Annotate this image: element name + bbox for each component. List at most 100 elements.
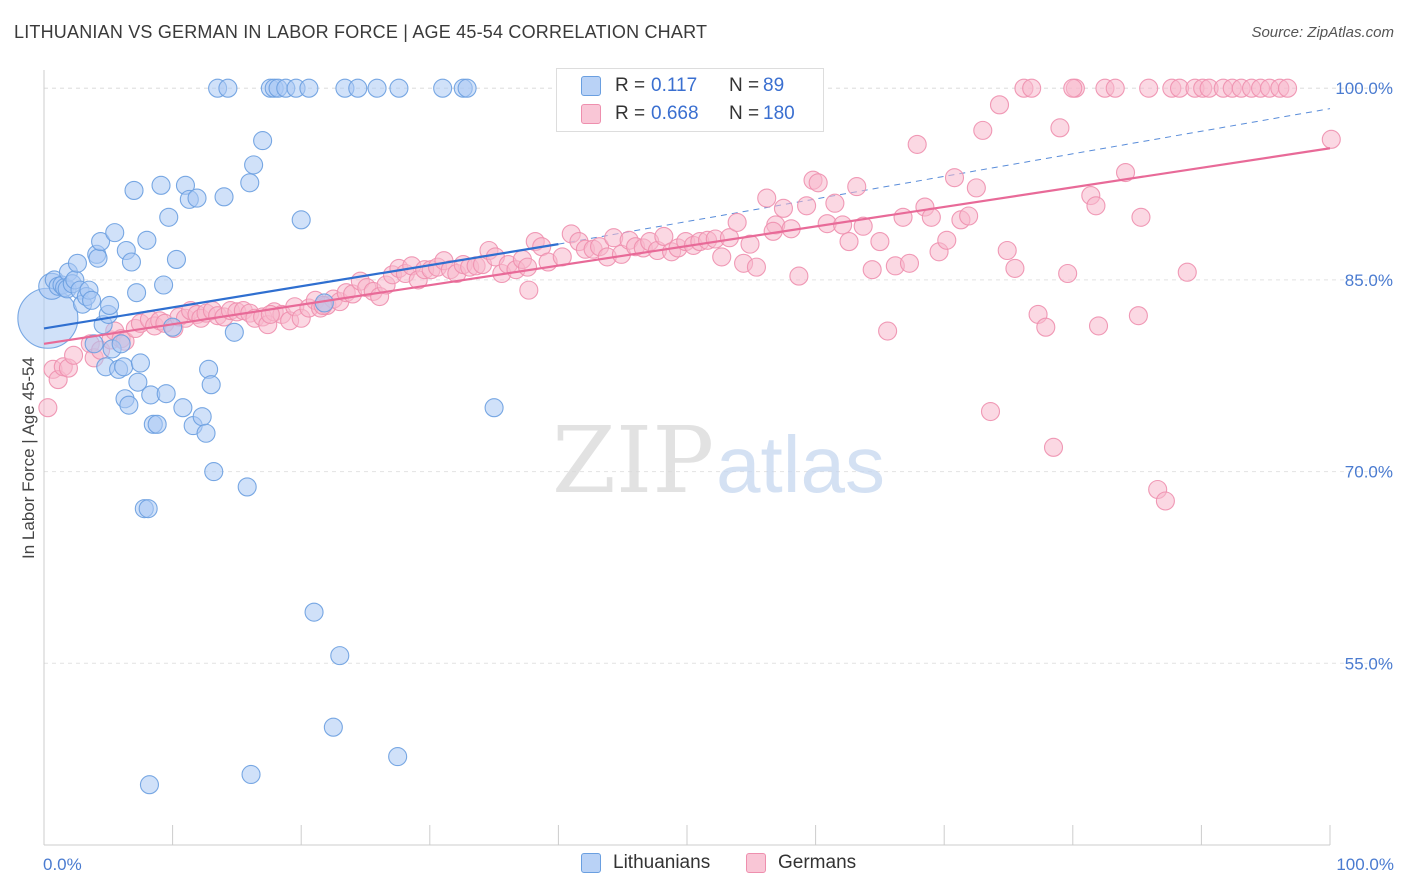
- axes: [43, 70, 1331, 846]
- lithuanian-point: [484, 398, 504, 418]
- watermark-zip: ZIP: [552, 407, 714, 514]
- lithuanian-point: [105, 223, 125, 243]
- lithuanian-trend-line: [43, 243, 559, 330]
- german-point: [944, 168, 965, 188]
- german-point: [899, 253, 920, 273]
- legend-label-lithuanians: Lithuanians: [613, 852, 711, 873]
- german-point: [847, 177, 867, 197]
- lithuanian-point: [130, 353, 150, 373]
- lithuanian-point: [253, 131, 273, 151]
- german-point: [1128, 306, 1148, 326]
- lithuanian-point: [147, 414, 167, 434]
- german-point: [773, 198, 794, 218]
- german-point: [1088, 316, 1109, 336]
- german-point: [64, 345, 84, 365]
- legend-r-label: R =: [615, 75, 646, 96]
- legend-row-germans: R = 0.668 N = 180: [581, 101, 795, 127]
- lithuanian-point: [389, 78, 409, 98]
- lithuanian-point: [159, 207, 179, 227]
- german-point: [1105, 78, 1125, 98]
- german-point: [862, 260, 882, 280]
- lithuanian-point: [124, 180, 144, 200]
- german-point: [878, 321, 898, 341]
- lithuanian-point: [151, 175, 171, 195]
- german-point: [1278, 78, 1298, 98]
- german-point: [966, 178, 986, 198]
- german-point: [1131, 207, 1151, 227]
- lithuanian-point: [457, 78, 477, 98]
- german-point: [1321, 129, 1341, 149]
- lithuanian-point: [224, 322, 244, 342]
- y-tick-label: 70.0%: [1345, 463, 1393, 482]
- watermark: ZIP atlas: [552, 407, 885, 514]
- german-point: [517, 257, 538, 277]
- legend-n-label: N =: [729, 103, 760, 124]
- lithuanian-point: [196, 423, 216, 443]
- german-point: [980, 401, 1001, 422]
- german-point: [1005, 258, 1025, 278]
- german-point: [1022, 78, 1042, 98]
- legend-swatch-germans: [581, 104, 601, 124]
- lithuanian-point: [240, 173, 260, 193]
- lithuanian-point: [237, 477, 257, 497]
- legend-item-germans[interactable]: Germans: [746, 852, 856, 874]
- lithuanian-point: [156, 384, 176, 404]
- trend-lines-dashed: [558, 108, 1331, 245]
- lithuanian-point: [173, 398, 193, 418]
- x-tick-label-min: 0.0%: [43, 855, 82, 874]
- german-point: [825, 193, 845, 213]
- lithuanian-point: [218, 78, 238, 98]
- lithuanian-points: [17, 78, 504, 795]
- lithuanian-point: [128, 372, 148, 392]
- lithuanian-point: [67, 253, 87, 273]
- legend-r-value: 0.117: [651, 75, 698, 96]
- lithuanian-point: [241, 764, 261, 785]
- german-point: [907, 134, 927, 154]
- german-point: [1086, 196, 1106, 216]
- lithuanian-point: [111, 334, 131, 354]
- german-point: [1043, 437, 1064, 457]
- german-point: [712, 247, 732, 267]
- y-tick-label: 100.0%: [1335, 79, 1393, 98]
- lithuanian-point: [88, 248, 108, 268]
- german-point: [746, 257, 766, 277]
- german-point: [1177, 262, 1197, 282]
- lithuanian-point: [323, 717, 343, 737]
- lithuanian-point: [154, 275, 174, 295]
- german-point: [740, 234, 760, 254]
- german-point: [937, 230, 957, 250]
- y-axis-label: In Labor Force | Age 45-54: [19, 357, 38, 559]
- y-tick-label: 85.0%: [1345, 271, 1393, 290]
- lithuanian-point: [192, 407, 212, 427]
- lithuanian-point: [163, 317, 183, 337]
- lithuanian-point: [299, 78, 319, 98]
- legend-n-label: N =: [729, 75, 760, 96]
- x-tick-label-max: 100.0%: [1336, 855, 1394, 874]
- lithuanian-point: [291, 210, 311, 230]
- german-point: [870, 232, 890, 252]
- german-point: [839, 232, 859, 252]
- german-point: [1036, 317, 1056, 337]
- lithuanian-point: [121, 252, 141, 272]
- german-point: [38, 398, 58, 418]
- german-point: [1050, 118, 1070, 138]
- german-point: [989, 95, 1010, 115]
- lithuanian-point: [91, 232, 111, 252]
- german-point: [893, 207, 913, 227]
- legend-n-value: 180: [763, 103, 795, 124]
- legend-item-lithuanians[interactable]: Lithuanians: [581, 852, 710, 874]
- lithuanian-point: [214, 187, 234, 207]
- lithuanian-point: [201, 375, 221, 395]
- lithuanian-point: [204, 462, 224, 482]
- german-point: [921, 207, 941, 227]
- lithuanian-point: [330, 646, 350, 666]
- lithuanian-point: [127, 283, 147, 303]
- chart-title: LITHUANIAN VS GERMAN IN LABOR FORCE | AG…: [14, 22, 708, 42]
- lithuanian-point: [119, 395, 139, 415]
- german-point: [853, 216, 873, 236]
- lithuanian-point: [82, 290, 102, 310]
- german-point: [997, 240, 1017, 261]
- german-point: [833, 215, 853, 235]
- legend-swatch-lithuanians: [581, 853, 601, 873]
- german-trend-line: [43, 147, 1331, 345]
